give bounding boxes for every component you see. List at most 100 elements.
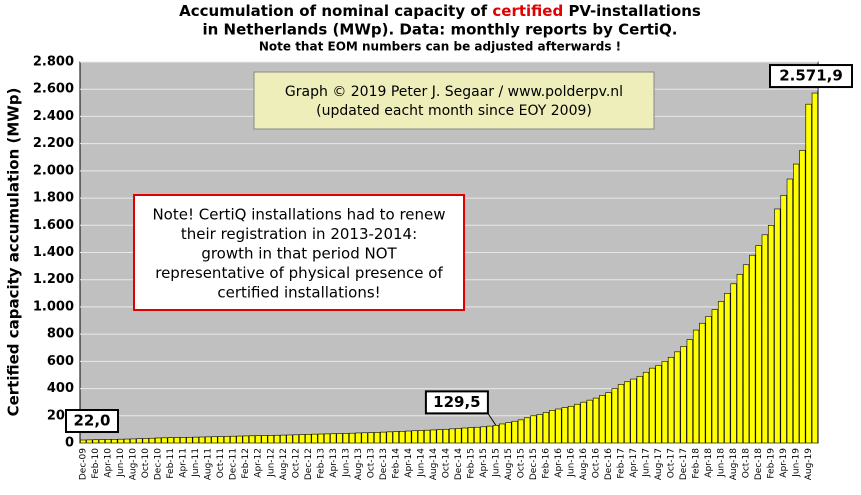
bar [361, 432, 368, 444]
x-tick-label: Dec-13 [379, 448, 389, 480]
bar [536, 414, 543, 444]
x-tick-label: Apr-17 [629, 448, 639, 478]
bar [117, 438, 124, 444]
note-text: their registration in 2013-2014: [181, 225, 417, 243]
copyright-text: Graph © 2019 Peter J. Segaar / www.polde… [285, 84, 623, 100]
bar [161, 437, 168, 444]
bar [780, 195, 787, 444]
bar [705, 316, 712, 444]
x-tick-label: Dec-16 [604, 448, 614, 480]
x-tick-label: Aug-10 [129, 448, 139, 481]
x-tick-label: Oct-11 [216, 448, 226, 478]
chart-subtitle: Note that EOM numbers can be adjusted af… [259, 40, 621, 54]
bar [167, 437, 174, 444]
bar [742, 264, 750, 444]
bar [261, 435, 268, 444]
x-tick-label: Dec-14 [454, 448, 464, 480]
bar [642, 371, 650, 444]
bar [255, 435, 262, 444]
x-tick-label: Apr-11 [179, 448, 189, 478]
bar [180, 437, 187, 444]
bar [736, 273, 743, 444]
x-tick-label: Aug-11 [204, 448, 214, 480]
bar [111, 439, 118, 444]
x-tick-label: Apr-15 [479, 448, 489, 478]
bar [123, 438, 131, 444]
x-tick-label: Oct-15 [516, 448, 526, 478]
bar [305, 433, 312, 444]
bar [505, 422, 512, 444]
x-tick-label: Dec-17 [679, 448, 689, 480]
value-label: 129,5 [433, 393, 480, 411]
bar [248, 435, 256, 444]
x-tick-label: Jun-17 [642, 448, 652, 478]
bar [386, 431, 393, 444]
bar [392, 431, 399, 444]
bar [317, 433, 324, 444]
x-tick-label: Aug-14 [429, 448, 439, 481]
y-tick-label: 0 [65, 436, 74, 451]
x-tick-label: Apr-14 [404, 448, 414, 478]
bar [442, 428, 449, 444]
title-part: certified [492, 2, 563, 20]
value-label-box [65, 409, 119, 434]
chart-title-line2: in Netherlands (MWp). Data: monthly repo… [203, 21, 678, 39]
bar [267, 435, 274, 444]
bar [242, 435, 249, 444]
bar [423, 429, 431, 444]
bar [549, 410, 556, 444]
bar [486, 425, 493, 444]
x-tick-label: Jun-14 [416, 448, 426, 478]
x-tick-label: Jun-10 [116, 448, 126, 478]
y-tick-label: 2.600 [33, 82, 74, 97]
bar [524, 417, 531, 444]
x-tick-label: Oct-12 [291, 448, 301, 478]
bar [398, 430, 406, 444]
bar [805, 103, 812, 444]
x-tick-label: Feb-16 [541, 448, 551, 479]
bar [430, 429, 437, 444]
bar [611, 388, 618, 444]
bar [480, 426, 487, 444]
x-tick-label: Feb-15 [466, 448, 476, 479]
bar [292, 434, 299, 444]
bar [223, 436, 231, 444]
bar [717, 301, 725, 444]
x-tick-label: Aug-13 [354, 448, 364, 480]
bar [630, 378, 637, 444]
bar [80, 439, 87, 444]
note-text: certified installations! [217, 284, 380, 302]
bar [792, 163, 800, 444]
bar [655, 365, 662, 444]
bar [405, 430, 412, 444]
bar [667, 356, 675, 444]
y-tick-label: 2.000 [33, 163, 74, 178]
bar [711, 309, 718, 444]
x-tick-label: Oct-13 [366, 448, 376, 478]
bar [148, 437, 156, 444]
bar [142, 438, 149, 444]
x-tick-label: Aug-16 [579, 448, 589, 481]
bar [474, 426, 481, 444]
x-tick-label: Jun-12 [266, 448, 276, 478]
y-tick-label: 600 [47, 354, 74, 369]
bar [617, 384, 625, 444]
x-tick-label: Feb-11 [166, 448, 176, 479]
x-tick-label: Dec-18 [754, 448, 764, 480]
bar [130, 438, 137, 444]
bar [348, 432, 356, 444]
bar [298, 434, 306, 444]
bar [580, 401, 587, 444]
bar [323, 433, 331, 444]
x-tick-label: Dec-10 [154, 448, 164, 480]
note-text: Note! CertiQ installations had to renew [152, 206, 445, 224]
x-tick-label: Dec-12 [304, 448, 314, 480]
x-tick-label: Jun-15 [491, 448, 501, 478]
bar [173, 437, 181, 444]
bar [767, 224, 775, 444]
x-tick-label: Oct-17 [667, 448, 677, 478]
bar [436, 429, 443, 444]
bar [467, 427, 475, 444]
bar [680, 346, 687, 444]
